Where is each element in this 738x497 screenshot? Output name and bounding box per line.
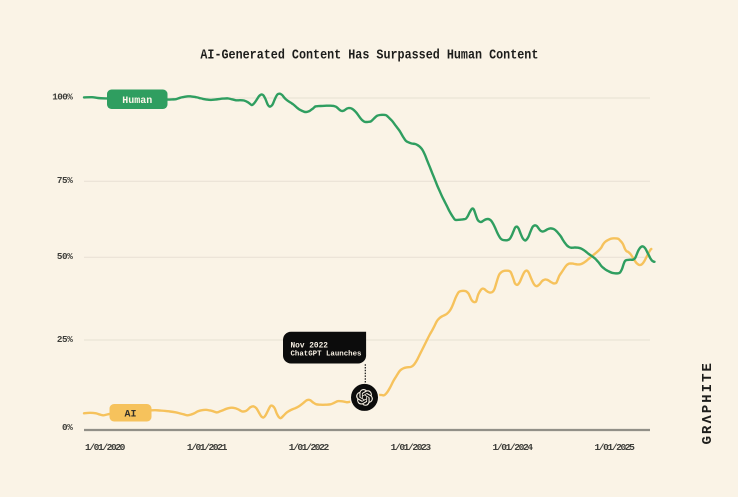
svg-text:1/01/2023: 1/01/2023	[391, 442, 432, 453]
svg-text:1/01/2022: 1/01/2022	[289, 442, 330, 453]
svg-text:AI: AI	[124, 410, 136, 421]
svg-text:1/01/2020: 1/01/2020	[85, 442, 126, 453]
svg-text:0%: 0%	[62, 422, 73, 433]
svg-text:GRΛPHITE: GRΛPHITE	[700, 361, 716, 444]
svg-text:50%: 50%	[57, 251, 73, 262]
svg-text:75%: 75%	[57, 175, 73, 186]
svg-text:1/01/2021: 1/01/2021	[187, 442, 228, 453]
svg-text:Human: Human	[122, 96, 152, 107]
svg-text:100%: 100%	[52, 92, 73, 103]
svg-text:Nov 2022: Nov 2022	[291, 342, 329, 350]
svg-text:1/01/2025: 1/01/2025	[594, 442, 635, 453]
svg-text:AI-Generated Content Has Surpa: AI-Generated Content Has Surpassed Human…	[200, 49, 538, 64]
svg-text:ChatGPT Launches: ChatGPT Launches	[291, 351, 362, 359]
svg-text:1/01/2024: 1/01/2024	[493, 442, 534, 453]
svg-text:25%: 25%	[57, 334, 73, 345]
